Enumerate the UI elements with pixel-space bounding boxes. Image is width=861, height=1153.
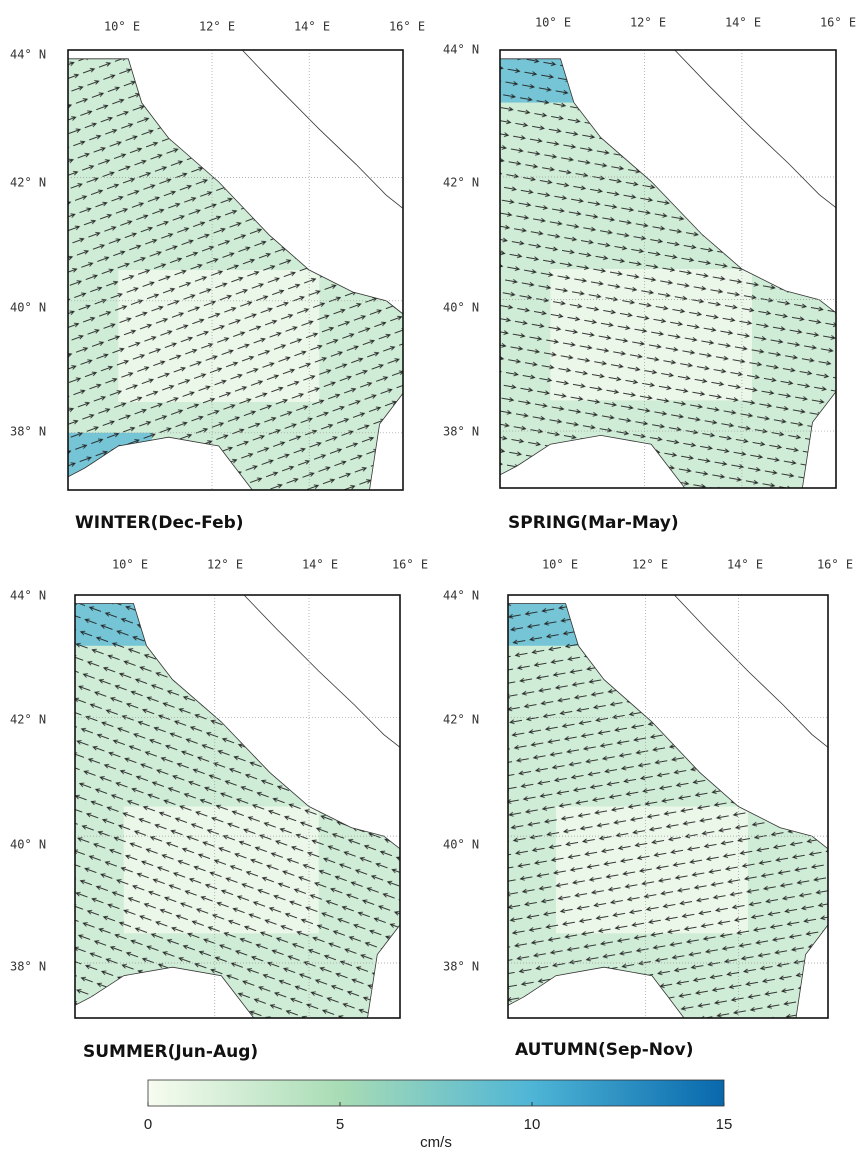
colorbar-label: cm/s (420, 1134, 452, 1151)
coastline (674, 594, 829, 748)
coastline (674, 49, 837, 208)
lat-label: 42° N (443, 713, 479, 727)
frame (67, 49, 404, 491)
lat-label: 38° N (10, 425, 46, 439)
panel-title: WINTER(Dec-Feb) (75, 513, 244, 533)
lon-label: 14° E (725, 16, 761, 30)
lat-label: 40° N (443, 838, 479, 852)
colorbar-tick-label: 10 (524, 1116, 541, 1133)
lon-label: 14° E (302, 558, 338, 572)
lon-label: 14° E (294, 20, 330, 34)
lat-label: 42° N (10, 713, 46, 727)
frame (499, 49, 837, 489)
colorbar-tick-label: 15 (716, 1116, 733, 1133)
colorbar-tick-label: 5 (336, 1116, 344, 1133)
lon-label: 12° E (630, 16, 666, 30)
lat-label: 42° N (10, 176, 46, 190)
lon-label: 16° E (820, 16, 856, 30)
lat-label: 38° N (443, 425, 479, 439)
panel-title: SUMMER(Jun-Aug) (83, 1042, 258, 1062)
lat-label: 40° N (10, 838, 46, 852)
lat-label: 40° N (10, 301, 46, 315)
panel-title: SPRING(Mar-May) (508, 513, 679, 533)
lon-label: 12° E (632, 558, 668, 572)
lon-label: 12° E (199, 20, 235, 34)
lat-label: 44° N (443, 589, 479, 603)
lat-label: 44° N (10, 589, 46, 603)
coastline (243, 594, 401, 748)
lon-label: 14° E (727, 558, 763, 572)
lat-label: 38° N (443, 960, 479, 974)
frame (507, 594, 829, 1019)
lon-label: 10° E (535, 16, 571, 30)
colorbar-tick-label: 0 (144, 1116, 152, 1133)
lon-label: 10° E (104, 20, 140, 34)
lon-label: 10° E (112, 558, 148, 572)
lon-label: 16° E (392, 558, 428, 572)
panel-title: AUTUMN(Sep-Nov) (515, 1040, 694, 1060)
lat-label: 44° N (443, 43, 479, 57)
lat-label: 38° N (10, 960, 46, 974)
colorbar (147, 1079, 725, 1107)
lon-label: 16° E (389, 20, 425, 34)
lon-label: 10° E (542, 558, 578, 572)
lon-label: 16° E (817, 558, 853, 572)
lat-label: 42° N (443, 176, 479, 190)
lat-label: 44° N (10, 48, 46, 62)
lon-label: 12° E (207, 558, 243, 572)
frame (74, 594, 401, 1019)
lat-label: 40° N (443, 301, 479, 315)
coastline (241, 49, 404, 209)
